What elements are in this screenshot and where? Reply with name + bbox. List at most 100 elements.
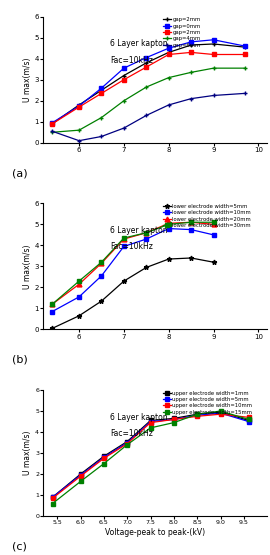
lower electrode width=30mm — [50, 301, 54, 307]
gap=6mm — [50, 128, 54, 134]
lower electrode width=20mm — [167, 220, 170, 226]
upper electrode width=15mm — [126, 441, 129, 448]
upper electrode width=10mm — [172, 416, 176, 423]
Text: (a): (a) — [12, 168, 28, 178]
upper electrode width=5mm — [219, 410, 222, 416]
Y-axis label: U max(m/s): U max(m/s) — [23, 431, 32, 475]
Text: (b): (b) — [12, 355, 28, 365]
upper electrode width=5mm — [102, 454, 106, 461]
gap=6mm — [243, 90, 247, 97]
gap=4mm — [50, 129, 54, 135]
lower electrode width=10mm — [100, 273, 103, 279]
upper electrode width=1mm — [149, 417, 152, 424]
upper electrode width=5mm — [51, 494, 54, 501]
gap=6mm — [212, 92, 215, 99]
lower electrode width=5mm — [77, 312, 81, 319]
upper electrode width=10mm — [247, 414, 250, 421]
gap=0mm — [77, 103, 81, 109]
gap=2mm — [50, 120, 54, 127]
gap=2mm — [100, 90, 103, 97]
gap=2mm — [122, 72, 126, 79]
lower electrode width=10mm — [145, 236, 148, 243]
upper electrode width=15mm — [247, 416, 250, 423]
gap=0mm — [100, 85, 103, 92]
Text: (c): (c) — [12, 541, 27, 551]
lower electrode width=10mm — [50, 308, 54, 315]
upper electrode width=10mm — [126, 440, 129, 447]
lower electrode width=10mm — [212, 231, 215, 238]
gap=2mm — [77, 104, 81, 110]
upper electrode width=1mm — [219, 408, 222, 415]
lower electrode width=30mm — [77, 278, 81, 285]
Line: gap=2mm: gap=2mm — [50, 50, 247, 127]
lower electrode width=5mm — [122, 278, 126, 285]
lower electrode width=20mm — [77, 281, 81, 287]
gap=2mm — [243, 44, 247, 51]
lower electrode width=5mm — [190, 255, 193, 261]
Line: upper electrode width=10mm: upper electrode width=10mm — [50, 412, 251, 501]
Y-axis label: U max(m/s): U max(m/s) — [23, 58, 32, 102]
upper electrode width=10mm — [79, 473, 82, 480]
gap=4mm — [212, 65, 215, 72]
lower electrode width=20mm — [190, 219, 193, 225]
gap=0mm — [212, 37, 215, 43]
lower electrode width=30mm — [167, 221, 170, 228]
gap=6mm — [77, 137, 81, 144]
lower electrode width=30mm — [122, 235, 126, 241]
lower electrode width=30mm — [190, 219, 193, 225]
gap=2mm — [243, 51, 247, 58]
gap=6mm — [190, 95, 193, 102]
upper electrode width=15mm — [51, 500, 54, 507]
lower electrode width=20mm — [50, 301, 54, 307]
upper electrode width=1mm — [102, 453, 106, 460]
Legend: gap=2mm, gap=0mm, gap=2mm, gap=4mm, gap=6mm: gap=2mm, gap=0mm, gap=2mm, gap=4mm, gap=… — [162, 17, 201, 48]
upper electrode width=5mm — [79, 472, 82, 478]
gap=2mm — [50, 120, 54, 127]
gap=6mm — [167, 102, 170, 108]
gap=4mm — [145, 84, 148, 90]
upper electrode width=15mm — [79, 478, 82, 485]
lower electrode width=20mm — [212, 221, 215, 228]
Legend: upper electrode width=1mm, upper electrode width=5mm, upper electrode width=10mm: upper electrode width=1mm, upper electro… — [162, 390, 253, 415]
Line: gap=0mm: gap=0mm — [50, 37, 247, 125]
lower electrode width=5mm — [145, 264, 148, 271]
gap=2mm — [145, 64, 148, 70]
upper electrode width=5mm — [126, 439, 129, 446]
gap=4mm — [190, 69, 193, 75]
upper electrode width=5mm — [172, 416, 176, 423]
Legend: lower electrode width=5mm, lower electrode width=10mm, lower electrode width=20m: lower electrode width=5mm, lower electro… — [162, 204, 252, 229]
upper electrode width=1mm — [126, 438, 129, 445]
lower electrode width=5mm — [212, 259, 215, 265]
Line: gap=6mm: gap=6mm — [50, 91, 247, 143]
gap=4mm — [100, 114, 103, 121]
gap=6mm — [122, 125, 126, 132]
upper electrode width=10mm — [149, 419, 152, 426]
gap=6mm — [100, 133, 103, 140]
Line: lower electrode width=10mm: lower electrode width=10mm — [50, 226, 216, 314]
Line: gap=2mm: gap=2mm — [50, 42, 247, 127]
gap=2mm — [212, 41, 215, 47]
gap=0mm — [50, 119, 54, 126]
lower electrode width=20mm — [100, 260, 103, 266]
gap=4mm — [167, 74, 170, 81]
upper electrode width=1mm — [51, 494, 54, 501]
gap=2mm — [190, 49, 193, 56]
lower electrode width=20mm — [122, 236, 126, 243]
Line: upper electrode width=15mm: upper electrode width=15mm — [50, 408, 251, 506]
lower electrode width=30mm — [100, 259, 103, 265]
upper electrode width=5mm — [247, 418, 250, 425]
upper electrode width=5mm — [196, 412, 199, 418]
Line: lower electrode width=20mm: lower electrode width=20mm — [50, 220, 216, 307]
lower electrode width=5mm — [50, 325, 54, 332]
lower electrode width=20mm — [145, 229, 148, 236]
upper electrode width=10mm — [196, 413, 199, 420]
gap=2mm — [100, 87, 103, 94]
upper electrode width=10mm — [219, 411, 222, 417]
upper electrode width=1mm — [172, 415, 176, 422]
Text: Fac=10kHz: Fac=10kHz — [110, 243, 153, 251]
gap=0mm — [145, 54, 148, 61]
Line: lower electrode width=30mm: lower electrode width=30mm — [50, 220, 216, 307]
gap=0mm — [167, 45, 170, 52]
gap=2mm — [167, 49, 170, 56]
lower electrode width=5mm — [100, 297, 103, 304]
